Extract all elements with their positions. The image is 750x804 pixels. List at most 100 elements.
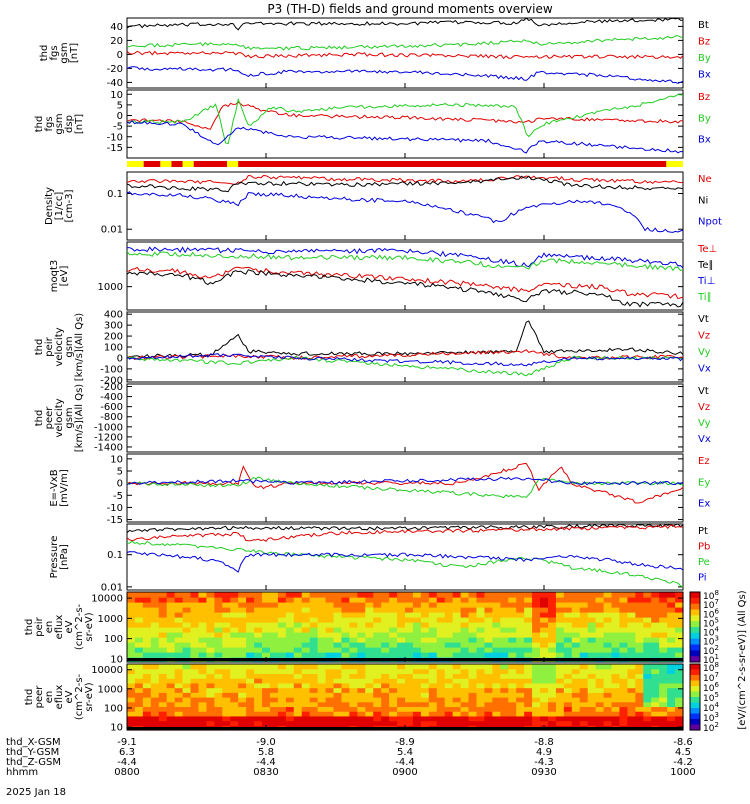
- spectrogram-cell: [651, 622, 660, 628]
- spectrogram-cell: [651, 715, 660, 722]
- spectrogram-cell: [571, 602, 581, 608]
- spectrogram-cell: [262, 678, 271, 684]
- spectrogram-cell: [643, 647, 652, 653]
- spectrogram-cell: [579, 720, 589, 726]
- spectrogram-cell: [365, 711, 374, 717]
- spectrogram-cell: [524, 715, 533, 722]
- spectrogram-cell: [222, 607, 231, 613]
- spectrogram-cell: [262, 642, 271, 648]
- spectrogram-cell: [127, 697, 136, 703]
- spectrogram-cell: [373, 652, 382, 658]
- x-tick-label: 5.8: [258, 747, 274, 758]
- spectrogram-cell: [301, 678, 311, 684]
- spectrogram-cell: [230, 627, 239, 633]
- spectrogram-cell: [651, 682, 660, 689]
- spectrogram-cell: [277, 715, 287, 722]
- spectrogram-cell: [238, 682, 247, 689]
- series-Vx-line: [126, 353, 684, 367]
- spectrogram-cell: [659, 622, 668, 628]
- spectrogram-cell: [492, 673, 501, 679]
- spectrogram-cell: [563, 678, 573, 684]
- spectrogram-cell: [619, 597, 628, 603]
- spectrogram-cell: [444, 637, 454, 643]
- spectrogram-cell: [428, 602, 438, 608]
- spectrogram-cell: [547, 627, 557, 633]
- spectrogram-cell: [357, 622, 366, 628]
- spectrogram-cell: [532, 668, 541, 675]
- spectrogram-cell: [269, 692, 279, 698]
- spectrogram-cell: [269, 592, 279, 598]
- spectrogram-cell: [675, 617, 684, 623]
- spectrogram-cell: [357, 720, 366, 726]
- x-tick-label: -8.6: [673, 737, 693, 748]
- spectrogram-cell: [524, 612, 533, 618]
- spectrogram-cell: [246, 687, 255, 693]
- spectrogram-cell: [230, 711, 239, 717]
- spectrogram-cell: [412, 701, 422, 708]
- spectrogram-cell: [547, 647, 557, 653]
- spectrogram-cell: [595, 627, 605, 633]
- spectrogram-cell: [373, 664, 382, 670]
- spectrogram-cell: [651, 720, 660, 726]
- spectrogram-cell: [579, 682, 589, 689]
- spectrogram-cell: [309, 720, 319, 726]
- spectrogram-cell: [198, 637, 208, 643]
- spectrogram-cell: [190, 597, 200, 603]
- spectrogram-cell: [317, 612, 327, 618]
- spectrogram-cell: [540, 627, 549, 633]
- y-label-line: peer: [34, 685, 45, 709]
- spectrogram-cell: [563, 637, 573, 643]
- x-row-label: thd_X-GSM: [6, 737, 61, 748]
- spectrogram-cell: [293, 687, 303, 693]
- spectrogram-cell: [412, 678, 422, 684]
- spectrogram-cell: [222, 637, 231, 643]
- spectrogram-cell: [389, 607, 398, 613]
- spectrogram-cell: [611, 617, 621, 623]
- spectrogram-cell: [563, 612, 573, 618]
- spectrogram-cell: [436, 612, 446, 618]
- spectrogram-cell: [484, 607, 493, 613]
- spectrogram-cell: [317, 687, 327, 693]
- spectrogram-cell: [452, 701, 462, 708]
- spectrogram-cell: [230, 701, 239, 708]
- spectrogram-cell: [555, 612, 565, 618]
- legend-Vt: Vt: [698, 386, 709, 397]
- spectrogram-cell: [452, 612, 462, 618]
- spectrogram-cell: [587, 697, 597, 703]
- spectrogram-cell: [206, 612, 215, 618]
- spectrogram-cell: [341, 706, 350, 712]
- spectrogram-cell: [285, 642, 295, 648]
- spectrogram-cell: [532, 692, 541, 698]
- y-tick-label: -15: [107, 143, 123, 154]
- spectrogram-cell: [190, 612, 200, 618]
- spectrogram-cell: [214, 711, 223, 717]
- spectrogram-cell: [547, 617, 557, 623]
- legend-Vz: Vz: [698, 331, 710, 342]
- spectrogram-cell: [277, 687, 287, 693]
- spectrogram-cell: [285, 627, 295, 633]
- spectrogram-cell: [571, 687, 581, 693]
- spectrogram-cell: [420, 627, 430, 633]
- spectrogram-cell: [174, 632, 184, 638]
- spectrogram-cell: [460, 706, 470, 712]
- y-label-line: velocity: [54, 327, 65, 366]
- spectrogram-cell: [476, 612, 486, 618]
- x-tick-label: 4.5: [675, 747, 691, 758]
- spectrogram-cell: [412, 622, 422, 628]
- spectrogram-cell: [651, 597, 660, 603]
- spectrogram-cell: [190, 607, 200, 613]
- spectrogram-cell: [198, 617, 208, 623]
- spectrogram-cell: [127, 692, 136, 698]
- spectrogram-cell: [397, 682, 406, 689]
- spectrogram-cell: [540, 664, 549, 670]
- spectrogram-cell: [532, 701, 541, 708]
- spectrogram-cell: [349, 632, 358, 638]
- spectrogram-cell: [651, 692, 660, 698]
- spectrogram-cell: [524, 627, 533, 633]
- spectrogram-cell: [436, 622, 446, 628]
- spectrogram-cell: [619, 673, 628, 679]
- spectrogram-cell: [611, 715, 621, 722]
- spectrogram-cell: [508, 637, 517, 643]
- spectrogram-cell: [627, 682, 636, 689]
- spectrogram-cell: [667, 715, 676, 722]
